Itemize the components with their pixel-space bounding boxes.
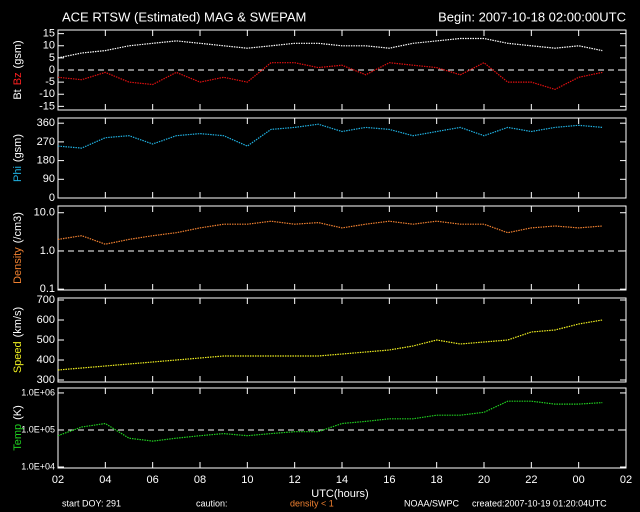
y-label-part: Temp bbox=[12, 424, 24, 451]
y-tick-label: 0 bbox=[49, 64, 55, 76]
series-line bbox=[57, 220, 603, 245]
y-tick-label: -10 bbox=[39, 88, 55, 100]
created: created:2007-10-19 01:20:04UTC bbox=[472, 498, 607, 508]
series-line bbox=[57, 319, 603, 371]
x-tick-label: 16 bbox=[383, 474, 395, 486]
panel-frame bbox=[57, 297, 627, 383]
y-label-part: (km/s) bbox=[12, 307, 24, 338]
x-axis-label: UTC(hours) bbox=[311, 488, 368, 500]
caution: caution: bbox=[196, 498, 228, 508]
y-tick-label: 10.0 bbox=[34, 207, 55, 219]
y-tick-label: 5 bbox=[49, 52, 55, 64]
y-tick-label: 10 bbox=[43, 40, 55, 52]
y-tick-label: 1.0E+06 bbox=[21, 387, 55, 397]
x-tick-label: 08 bbox=[194, 474, 206, 486]
y-tick-label: 1.0 bbox=[40, 245, 55, 257]
panel-frame bbox=[57, 205, 627, 291]
y-axis-label: Bt Bz (gsm) bbox=[12, 40, 24, 99]
series-line bbox=[57, 400, 603, 442]
panel-frame bbox=[57, 387, 627, 469]
y-tick-label: 300 bbox=[37, 374, 55, 386]
panel-frame bbox=[57, 117, 627, 199]
x-tick-label: 02 bbox=[52, 474, 64, 486]
y-label-part: Bt bbox=[12, 89, 24, 99]
x-tick-label: 00 bbox=[573, 474, 585, 486]
y-label-part: (/cm3) bbox=[12, 212, 24, 243]
y-label-part: Phi bbox=[12, 166, 24, 182]
density-note: density < 1 bbox=[290, 498, 334, 508]
y-label-part: Bz bbox=[12, 72, 24, 85]
x-tick-label: 04 bbox=[99, 474, 111, 486]
y-tick-label: 500 bbox=[37, 334, 55, 346]
x-tick-label: 14 bbox=[336, 474, 348, 486]
y-tick-label: 700 bbox=[37, 294, 55, 306]
y-axis-label: Density (/cm3) bbox=[12, 212, 24, 284]
y-tick-label: 360 bbox=[37, 117, 55, 129]
y-axis-label: Speed (km/s) bbox=[12, 307, 24, 373]
y-label-part: Density bbox=[12, 247, 24, 284]
y-tick-label: 90 bbox=[43, 173, 55, 185]
y-tick-label: 0 bbox=[49, 192, 55, 204]
y-tick-label: 1.0E+05 bbox=[21, 424, 55, 434]
title: ACE RTSW (Estimated) MAG & SWEPAM bbox=[62, 9, 306, 24]
begin-time: Begin: 2007-10-18 02:00:00UTC bbox=[438, 9, 626, 24]
y-tick-label: 15 bbox=[43, 28, 55, 40]
x-tick-label: 12 bbox=[289, 474, 301, 486]
series-line bbox=[57, 61, 603, 91]
y-tick-label: 400 bbox=[37, 354, 55, 366]
y-tick-label: -5 bbox=[45, 76, 55, 88]
x-tick-label: 20 bbox=[478, 474, 490, 486]
y-tick-label: -15 bbox=[39, 100, 55, 112]
x-tick-label: 10 bbox=[241, 474, 253, 486]
source: NOAA/SWPC bbox=[404, 498, 460, 508]
series-line bbox=[57, 123, 603, 149]
y-tick-label: 1.0E+04 bbox=[21, 461, 55, 471]
series-line bbox=[57, 37, 603, 59]
x-tick-label: 06 bbox=[147, 474, 159, 486]
y-tick-label: 0.1 bbox=[40, 283, 55, 295]
y-label-part: (gsm) bbox=[12, 40, 24, 68]
y-tick-label: 600 bbox=[37, 314, 55, 326]
x-tick-label: 22 bbox=[525, 474, 537, 486]
y-tick-label: 180 bbox=[37, 155, 55, 167]
y-axis-label: Temp (K) bbox=[12, 405, 24, 451]
y-tick-label: 270 bbox=[37, 136, 55, 148]
y-axis-label: Phi (gsm) bbox=[12, 134, 24, 182]
x-tick-label: 02 bbox=[620, 474, 632, 486]
x-tick-label: 18 bbox=[431, 474, 443, 486]
start-doy: start DOY: 291 bbox=[62, 498, 121, 508]
y-label-part: (K) bbox=[12, 405, 24, 420]
y-label-part: (gsm) bbox=[12, 134, 24, 162]
y-label-part: Speed bbox=[12, 341, 24, 373]
